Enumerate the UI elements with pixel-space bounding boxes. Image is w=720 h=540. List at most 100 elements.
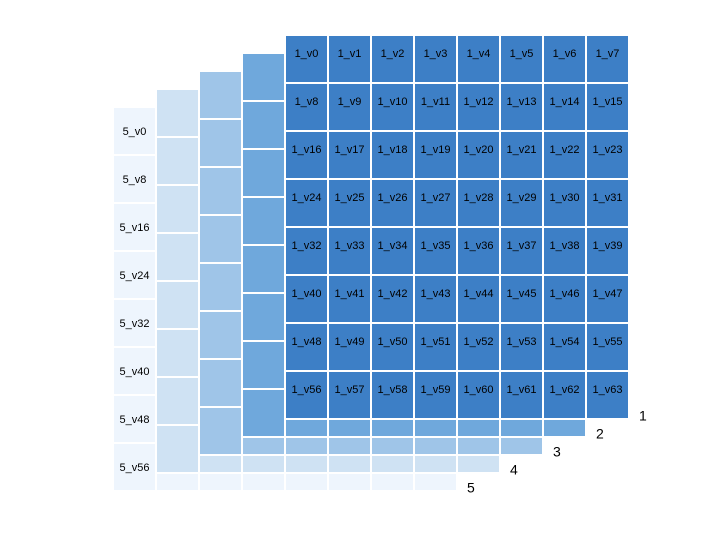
- cell-label: 1_v24: [292, 192, 322, 204]
- grid-cell: [370, 370, 415, 420]
- cell-label: 1_v41: [335, 288, 365, 300]
- cell-label: 1_v60: [464, 384, 494, 396]
- grid-cell: [585, 370, 630, 420]
- cell-label: 1_v46: [550, 288, 580, 300]
- cell-label: 1_v13: [507, 96, 537, 108]
- cell-label: 1_v15: [593, 96, 623, 108]
- grid-cell: [155, 232, 200, 282]
- grid-cell: [370, 274, 415, 324]
- grid-cell: [155, 280, 200, 330]
- cell-label: 1_v45: [507, 288, 537, 300]
- cell-label: 1_v47: [593, 288, 623, 300]
- layer-label: 5: [467, 480, 475, 496]
- grid-cell: [499, 82, 544, 132]
- cell-label: 1_v56: [292, 384, 322, 396]
- cell-label: 1_v40: [292, 288, 322, 300]
- grid-cell: [585, 130, 630, 180]
- cell-label: 1_v62: [550, 384, 580, 396]
- cell-label: 1_v0: [295, 48, 319, 60]
- grid-cell: [241, 244, 286, 294]
- cell-label: 1_v34: [378, 240, 408, 252]
- cell-label: 1_v25: [335, 192, 365, 204]
- layer-label: 1: [639, 408, 647, 424]
- cell-label: 1_v51: [421, 336, 451, 348]
- cell-label: 1_v54: [550, 336, 580, 348]
- cell-label: 1_v1: [338, 48, 362, 60]
- cell-label: 1_v26: [378, 192, 408, 204]
- cell-label: 1_v59: [421, 384, 451, 396]
- grid-cell: [585, 322, 630, 372]
- cell-label: 1_v57: [335, 384, 365, 396]
- cell-label: 1_v2: [381, 48, 405, 60]
- layer-label: 2: [596, 426, 604, 442]
- grid-cell: [284, 178, 329, 228]
- grid-cell: [198, 406, 243, 456]
- cell-label: 1_v21: [507, 144, 537, 156]
- grid-cell: [585, 226, 630, 276]
- cell-label: 1_v53: [507, 336, 537, 348]
- layer-label: 4: [510, 462, 518, 478]
- cell-label: 1_v38: [550, 240, 580, 252]
- grid-cell: [198, 70, 243, 120]
- row-label: 5_v24: [120, 270, 150, 282]
- cell-label: 1_v42: [378, 288, 408, 300]
- cell-label: 1_v20: [464, 144, 494, 156]
- cell-label: 1_v19: [421, 144, 451, 156]
- cell-label: 1_v61: [507, 384, 537, 396]
- grid-cell: [198, 166, 243, 216]
- row-label: 5_v32: [120, 318, 150, 330]
- grid-cell: [198, 310, 243, 360]
- grid-cell: [284, 130, 329, 180]
- grid-cell: [585, 178, 630, 228]
- grid-cell: [413, 178, 458, 228]
- cell-label: 1_v43: [421, 288, 451, 300]
- cell-label: 1_v28: [464, 192, 494, 204]
- grid-cell: [413, 370, 458, 420]
- layer-label: 3: [553, 444, 561, 460]
- grid-cell: [112, 202, 157, 252]
- grid-cell: [327, 34, 372, 84]
- cell-label: 1_v18: [378, 144, 408, 156]
- cell-label: 1_v14: [550, 96, 580, 108]
- cell-label: 1_v11: [421, 96, 450, 108]
- cell-label: 1_v48: [292, 336, 322, 348]
- cell-label: 1_v31: [593, 192, 623, 204]
- grid-cell: [370, 34, 415, 84]
- grid-cell: [241, 148, 286, 198]
- cell-label: 1_v8: [295, 96, 319, 108]
- cell-label: 1_v12: [464, 96, 494, 108]
- row-label: 5_v40: [120, 366, 150, 378]
- cell-label: 1_v10: [378, 96, 408, 108]
- grid-cell: [155, 424, 200, 474]
- row-label: 5_v48: [120, 414, 150, 426]
- cell-label: 1_v52: [464, 336, 494, 348]
- grid-cell: [542, 34, 587, 84]
- grid-cell: [241, 52, 286, 102]
- cell-label: 1_v32: [292, 240, 322, 252]
- grid-cell: [413, 130, 458, 180]
- cell-label: 1_v23: [593, 144, 623, 156]
- grid-cell: [198, 118, 243, 168]
- cell-label: 1_v30: [550, 192, 580, 204]
- cell-label: 1_v16: [292, 144, 322, 156]
- grid-cell: [241, 292, 286, 342]
- row-label: 5_v8: [123, 174, 147, 186]
- cell-label: 1_v49: [335, 336, 365, 348]
- grid-cell: [327, 226, 372, 276]
- grid-cell: [542, 178, 587, 228]
- row-label: 5_v16: [120, 222, 150, 234]
- cell-label: 1_v3: [424, 48, 448, 60]
- cell-label: 1_v17: [335, 144, 365, 156]
- row-label: 5_v56: [120, 462, 150, 474]
- grid-cell: [155, 88, 200, 138]
- cell-label: 1_v6: [553, 48, 577, 60]
- cell-label: 1_v37: [507, 240, 537, 252]
- cell-label: 1_v36: [464, 240, 494, 252]
- grid-cell: [327, 370, 372, 420]
- grid-cell: [198, 358, 243, 408]
- row-label: 5_v0: [123, 126, 147, 138]
- grid-cell: [198, 214, 243, 264]
- cell-label: 1_v58: [378, 384, 408, 396]
